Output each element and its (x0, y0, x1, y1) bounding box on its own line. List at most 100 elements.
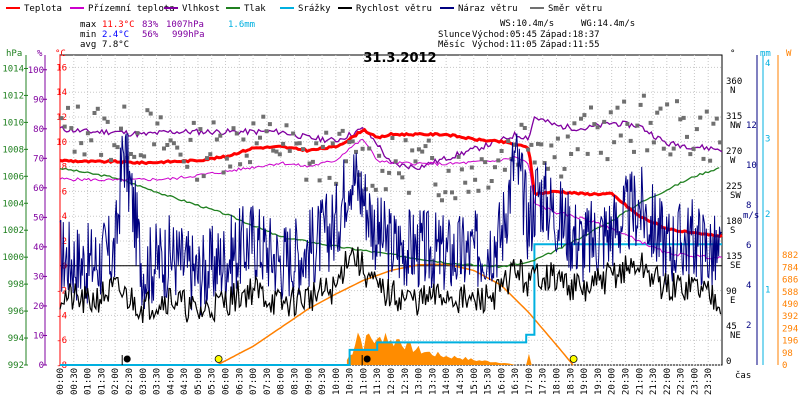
dir-tick-label: SW (730, 191, 741, 201)
wind-direction-point (668, 152, 673, 157)
hpa-tick: 998 (8, 280, 24, 290)
stat-max-label: max (80, 20, 97, 30)
x-tick: 21:00 (635, 368, 645, 395)
moon-marker (123, 355, 131, 363)
wind-direction-point (224, 156, 229, 161)
wind-direction-point (456, 154, 461, 159)
wind-direction-point (585, 151, 590, 156)
sun-set: Západ:18:37 (540, 30, 600, 40)
wm2-tick: 392 (782, 312, 798, 322)
wind-direction-point (648, 120, 653, 125)
wind-direction-point (635, 123, 640, 128)
legend-label: Srážky (298, 4, 331, 14)
pct-tick: 90 (33, 95, 44, 105)
x-tick: 13:30 (428, 368, 438, 395)
wind-direction-point (661, 146, 666, 151)
wind-direction-point (413, 159, 418, 164)
x-tick: 09:00 (304, 368, 314, 395)
wind-direction-point (158, 115, 163, 120)
x-tick: 23:00 (690, 368, 700, 395)
x-tick: 04:00 (166, 368, 176, 395)
wind-direction-point (436, 193, 441, 198)
wind-direction-point (714, 116, 719, 121)
wind-direction-point (135, 131, 140, 136)
wind-direction-point (552, 155, 557, 160)
pct-tick: 100 (28, 66, 44, 76)
wind-direction-point (138, 153, 143, 158)
x-tick: 18:30 (566, 368, 576, 395)
x-tick: 05:00 (194, 368, 204, 395)
wind-direction-point (231, 126, 236, 131)
temp-tick: 10 (56, 138, 67, 148)
wind-direction-point (718, 140, 723, 145)
wind-direction-point (602, 119, 607, 124)
wind-direction-point (367, 146, 372, 151)
wm2-tick: 784 (782, 263, 798, 273)
wind-direction-point (569, 152, 574, 156)
wind-direction-point (450, 190, 454, 195)
x-tick: 15:30 (484, 368, 494, 395)
wind-direction-point (446, 168, 451, 173)
stat-max-press: 1007hPa (166, 20, 204, 30)
hpa-tick: 1002 (2, 226, 24, 236)
wind-direction-point (380, 168, 385, 173)
wind-direction-point (463, 180, 468, 185)
temp-tick: -6 (56, 336, 67, 346)
wind-direction-point (132, 154, 137, 159)
dir-tick: 270 (726, 147, 742, 157)
x-tick: 00:00 (56, 368, 66, 395)
wind-direction-point (337, 131, 342, 136)
hpa-tick: 996 (8, 307, 24, 317)
legend-label: Přízemní teplota (88, 4, 175, 14)
wind-direction-point (526, 147, 531, 152)
wind-direction-point (651, 140, 656, 145)
x-tick: 14:30 (456, 368, 466, 395)
ms-tick: 8 (746, 201, 751, 211)
hpa-tick: 992 (8, 361, 24, 371)
wind-direction-point (592, 122, 597, 127)
wind-direction-point (112, 143, 117, 148)
wind-direction-point (612, 140, 617, 145)
wind-direction-point (582, 113, 587, 118)
wind-direction-point (214, 137, 219, 142)
wind-direction-point (506, 139, 511, 143)
ms-tick: 10 (746, 161, 757, 171)
x-tick: 13:00 (415, 368, 425, 395)
pct-tick: 60 (33, 184, 44, 194)
x-tick: 17:30 (539, 368, 549, 395)
sun-rise: Východ:05:45 (472, 30, 537, 40)
wind-direction-point (638, 102, 643, 107)
mm-tick: 4 (765, 59, 770, 69)
wind-direction-point (430, 156, 435, 160)
wind-direction-point (559, 174, 564, 179)
wind-direction-point (691, 146, 696, 151)
dir-tick-label: N (730, 86, 735, 96)
wind-direction-point (536, 141, 540, 146)
mm-tick: 1 (765, 286, 770, 296)
stat-avg-label: avg (80, 40, 96, 50)
temp-unit: °C (55, 49, 66, 59)
wind-direction-point (512, 142, 517, 147)
sun-marker (569, 355, 578, 363)
hpa-tick: 1014 (2, 64, 24, 74)
wind-direction-point (373, 187, 378, 192)
wind-direction-point (261, 114, 266, 119)
wind-direction-point (248, 160, 252, 165)
wind-direction-point (641, 93, 646, 98)
wind-direction-point (688, 152, 693, 157)
x-tick: 22:00 (663, 368, 673, 395)
x-tick: 19:30 (594, 368, 604, 395)
wind-direction-point (105, 119, 110, 124)
wind-direction-point (241, 137, 246, 142)
wind-direction-point (155, 121, 160, 126)
x-tick: 03:00 (139, 368, 149, 395)
pct-tick: 80 (33, 125, 44, 135)
wind-direction-point (284, 123, 289, 128)
legend-label: Náraz větru (458, 4, 518, 14)
wind-direction-point (678, 117, 683, 122)
wind-direction-point (307, 161, 312, 166)
pct-tick: 10 (33, 331, 44, 341)
x-tick: 23:30 (704, 368, 714, 395)
wind-direction-point (370, 183, 375, 188)
wind-direction-point (228, 164, 233, 169)
